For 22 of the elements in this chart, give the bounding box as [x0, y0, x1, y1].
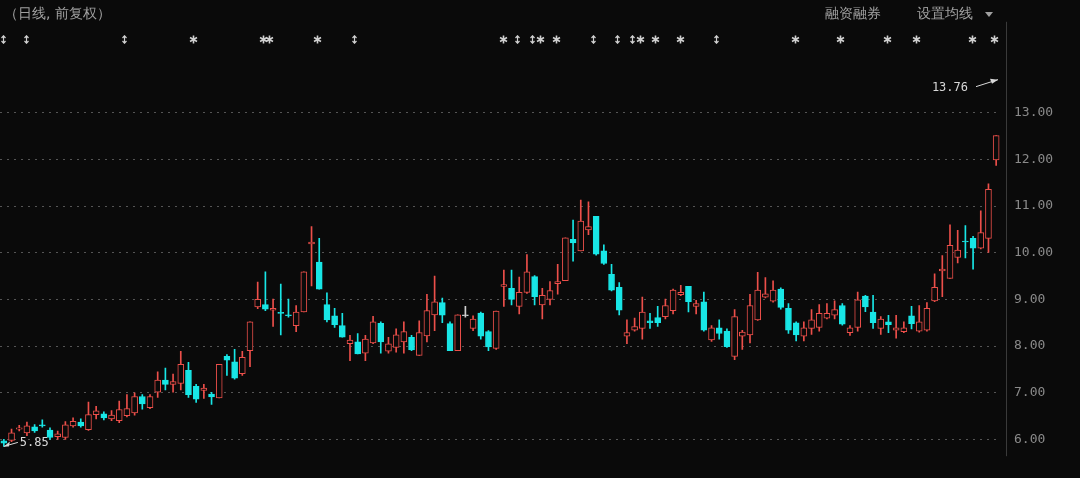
- y-tick-label: 9.00: [1014, 290, 1046, 306]
- chart-subtitle: （日线, 前复权）: [4, 5, 111, 23]
- y-tick-label: 10.00: [1014, 244, 1054, 260]
- candlestick: [623, 319, 631, 345]
- candlestick: [738, 329, 746, 350]
- candlestick: [269, 298, 277, 327]
- candlestick: [646, 313, 654, 329]
- candlestick: [169, 373, 177, 393]
- candlestick: [554, 264, 562, 295]
- text: 融资融券: [825, 5, 881, 23]
- y-tick-label: 6.00: [1014, 430, 1046, 446]
- candlestick: [954, 230, 962, 264]
- annotation: 5.85: [19, 434, 49, 449]
- y-tick-label: 13.00: [1014, 104, 1054, 120]
- annotation: 13.76: [931, 79, 968, 94]
- y-tick-label: 7.00: [1014, 384, 1046, 400]
- candlestick: [38, 419, 46, 428]
- y-tick-label: 11.00: [1014, 197, 1054, 213]
- y-tick-label: 12.00: [1014, 150, 1054, 166]
- candlestick: [500, 269, 508, 307]
- y-tick-label: 8.00: [1014, 337, 1046, 353]
- text: 设置均线: [917, 5, 973, 23]
